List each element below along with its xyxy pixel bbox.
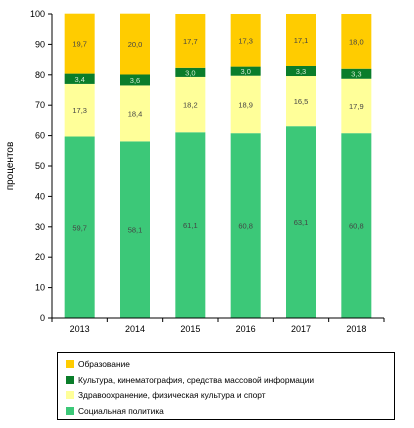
bars-layer: 59,7 17,3 3,4 19,7 58,1 18,4 3,6 20,0 61,1 18,2 3,… — [64, 13, 372, 319]
data-label-2015-series-0: 61,1 — [183, 221, 198, 230]
y-tick-label-80: 80 — [35, 70, 45, 80]
bar-2018-series-0 — [341, 133, 372, 318]
bar-2015-series-3 — [175, 14, 206, 68]
legend-swatch — [66, 406, 74, 415]
bar-2017-series-1 — [286, 76, 316, 127]
y-tick-label-60: 60 — [35, 131, 45, 141]
data-label-2014-series-0: 58,1 — [128, 226, 143, 235]
bar-2015-series-0 — [175, 132, 206, 318]
legend-item: Образование — [66, 358, 130, 370]
data-label-2015-series-1: 18,2 — [183, 101, 198, 110]
y-tick-label-40: 40 — [35, 191, 45, 201]
data-label-2016-series-2: 3,0 — [240, 67, 250, 76]
data-label-2013-series-0: 59,7 — [72, 223, 87, 232]
bar-2018-series-2 — [341, 68, 372, 79]
x-tick-label-2015: 2015 — [180, 324, 200, 334]
bar-2018-series-1 — [341, 78, 372, 134]
data-label-2016-series-1: 18,9 — [238, 100, 253, 109]
bar-2018-series-3 — [341, 14, 372, 69]
bar-2017-series-3 — [286, 14, 316, 66]
data-label-2017-series-2: 3,3 — [296, 67, 306, 76]
bar-2016-series-2 — [230, 66, 261, 76]
bar-2014-series-2 — [120, 74, 150, 86]
y-axis-title: процентов — [5, 142, 16, 191]
data-label-2017-series-1: 16,5 — [294, 97, 309, 106]
data-label-2018-series-2: 3,3 — [351, 70, 361, 79]
legend-label: Здравоохранение, физическая культура и с… — [78, 390, 266, 400]
bar-2017-series-2 — [286, 65, 316, 77]
data-label-2015-series-2: 3,0 — [185, 68, 195, 77]
bar-2016-series-0 — [230, 133, 261, 318]
data-label-2013-series-1: 17,3 — [72, 106, 87, 115]
bar-2013-series-1 — [64, 83, 95, 137]
data-label-2014-series-3: 20,0 — [128, 40, 143, 49]
bar-2014-series-1 — [120, 85, 150, 142]
data-label-2017-series-0: 63,1 — [294, 218, 309, 227]
bar-2015-series-1 — [175, 76, 206, 133]
bar-2016-series-1 — [230, 75, 261, 134]
data-label-2018-series-0: 60,8 — [349, 222, 364, 231]
legend-item: Здравоохранение, физическая культура и с… — [66, 389, 266, 401]
legend-swatch — [66, 360, 74, 368]
bar-2013-series-0 — [64, 136, 95, 318]
y-tick-label-0: 0 — [40, 313, 45, 323]
legend-label: Образование — [78, 359, 130, 369]
x-tick-label-2018: 2018 — [346, 324, 366, 334]
x-tick-label-2013: 2013 — [70, 324, 90, 334]
legend-swatch — [66, 375, 74, 384]
stacked-bar-chart: 59,7 17,3 3,4 19,7 58,1 18,4 3,6 20,0 61,1 18,2 3,… — [5, 9, 385, 334]
x-tick-label-2017: 2017 — [291, 324, 311, 334]
legend-swatch — [66, 391, 74, 399]
legend-item: Социальная политика — [66, 405, 164, 417]
y-tick-label-90: 90 — [35, 39, 45, 49]
legend-item: Культура, кинематография, средства массо… — [66, 374, 314, 386]
bar-2014-series-3 — [120, 13, 150, 75]
data-label-2014-series-2: 3,6 — [130, 76, 140, 85]
bar-2017-series-0 — [286, 126, 316, 319]
y-tick-label-10: 10 — [35, 283, 45, 293]
data-label-2017-series-3: 17,1 — [294, 36, 309, 45]
x-tick-label-2016: 2016 — [236, 324, 256, 334]
data-label-2013-series-3: 19,7 — [72, 40, 87, 49]
bar-2016-series-3 — [230, 14, 261, 67]
bar-2013-series-2 — [64, 73, 95, 84]
data-label-2015-series-3: 17,7 — [183, 37, 198, 46]
y-tick-label-100: 100 — [30, 9, 45, 19]
legend: Образование Культура, кинематография, сре… — [57, 352, 395, 420]
bar-2015-series-2 — [175, 67, 206, 77]
data-label-2018-series-1: 17,9 — [349, 102, 364, 111]
axes-layer: 2013 2014 2015 2016 2017 2018 0 10 20 30 40 50 60 70 8… — [30, 9, 385, 334]
bar-2013-series-3 — [64, 13, 95, 74]
y-tick-label-30: 30 — [35, 222, 45, 232]
y-tick-label-50: 50 — [35, 161, 45, 171]
data-label-2014-series-1: 18,4 — [128, 109, 143, 118]
y-tick-label-20: 20 — [35, 252, 45, 262]
data-label-2016-series-3: 17,3 — [238, 36, 253, 45]
y-tick-label-70: 70 — [35, 100, 45, 110]
data-label-2016-series-0: 60,8 — [238, 222, 253, 231]
legend-label: Культура, кинематография, средства массо… — [78, 374, 315, 385]
legend-label: Социальная политика — [78, 405, 164, 416]
bar-2014-series-0 — [120, 141, 150, 318]
data-label-2018-series-3: 18,0 — [349, 37, 364, 46]
data-label-2013-series-2: 3,4 — [74, 75, 84, 84]
x-tick-label-2014: 2014 — [125, 324, 145, 334]
